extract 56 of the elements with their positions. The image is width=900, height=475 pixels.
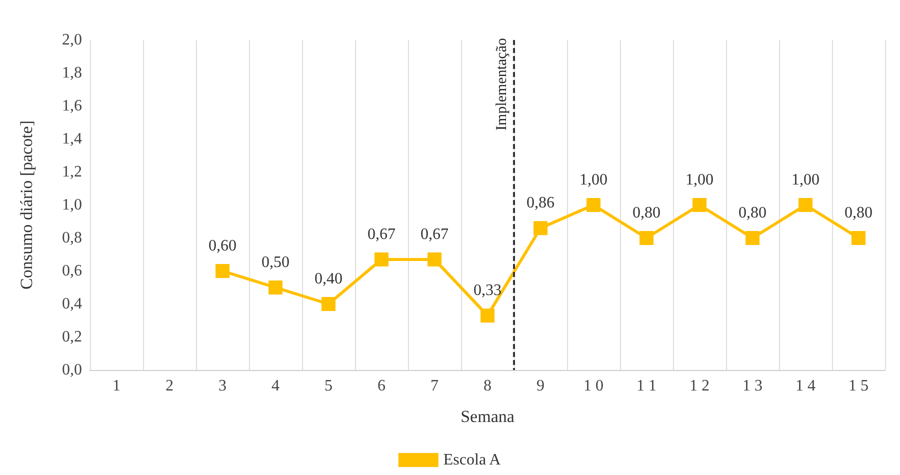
y-tick-label: 0,0 bbox=[62, 362, 82, 378]
y-tick-label: 1,8 bbox=[62, 64, 82, 82]
data-label: 0,80 bbox=[844, 204, 872, 222]
x-axis-title: Semana bbox=[460, 407, 515, 426]
legend-label: Escola A bbox=[443, 452, 502, 468]
x-tick-label: 1 5 bbox=[848, 378, 868, 394]
point bbox=[746, 231, 760, 245]
x-tick-label: 3 bbox=[218, 378, 226, 394]
point bbox=[852, 231, 866, 245]
point bbox=[692, 198, 706, 212]
data-label: 0,80 bbox=[738, 204, 766, 222]
data-label: 0,60 bbox=[208, 238, 236, 254]
point bbox=[268, 280, 282, 294]
data-label: 0,67 bbox=[368, 226, 396, 243]
data-label: 1,00 bbox=[686, 172, 714, 188]
y-tick-label: 0,4 bbox=[62, 296, 82, 312]
x-tick-label: 1 0 bbox=[584, 378, 604, 394]
point bbox=[798, 198, 812, 212]
x-tick-label: 1 2 bbox=[690, 378, 710, 394]
x-tick-label: 1 bbox=[112, 378, 120, 394]
y-tick-label: 1,6 bbox=[62, 98, 82, 114]
data-label: 0,40 bbox=[314, 270, 342, 288]
point bbox=[428, 252, 442, 266]
y-tick-label: 1,2 bbox=[62, 164, 82, 180]
y-tick-label: 0,8 bbox=[62, 230, 82, 246]
x-tick-label: 5 bbox=[324, 378, 332, 394]
point bbox=[534, 221, 548, 236]
data-label: 1,00 bbox=[580, 172, 608, 188]
y-tick-label: 1,0 bbox=[62, 196, 82, 214]
x-tick-label: 1 1 bbox=[636, 378, 656, 394]
x-tick-label: 2 bbox=[166, 378, 174, 394]
data-label: 0,67 bbox=[420, 226, 448, 243]
y-tick-label: 0,6 bbox=[62, 262, 82, 280]
y-tick-label: 1,4 bbox=[62, 130, 82, 148]
point bbox=[322, 297, 336, 311]
x-tick-label: 6 bbox=[378, 378, 386, 394]
data-label: 0,80 bbox=[632, 204, 660, 222]
point bbox=[586, 198, 600, 212]
y-tick-label: 0,2 bbox=[62, 328, 82, 346]
point bbox=[216, 264, 230, 278]
data-label: 0,50 bbox=[262, 254, 290, 271]
x-tick-label: 9 bbox=[536, 378, 544, 394]
point bbox=[374, 252, 388, 266]
data-label: 1,00 bbox=[792, 172, 820, 188]
annotation: Implementação bbox=[494, 38, 511, 130]
x-tick-label: 7 bbox=[430, 378, 438, 394]
x-tick-label: 4 bbox=[272, 378, 280, 394]
y-tick-label: 2,0 bbox=[62, 32, 82, 48]
y-axis-title: Consumo diário [pacote] bbox=[17, 120, 36, 290]
x-tick-label: 1 4 bbox=[796, 378, 816, 394]
data-label: 0,33 bbox=[474, 282, 502, 300]
x-tick-label: 8 bbox=[484, 378, 492, 394]
point bbox=[480, 308, 494, 323]
point bbox=[640, 231, 654, 245]
x-tick-label: 1 3 bbox=[742, 378, 762, 394]
data-label: 0,86 bbox=[526, 194, 554, 212]
